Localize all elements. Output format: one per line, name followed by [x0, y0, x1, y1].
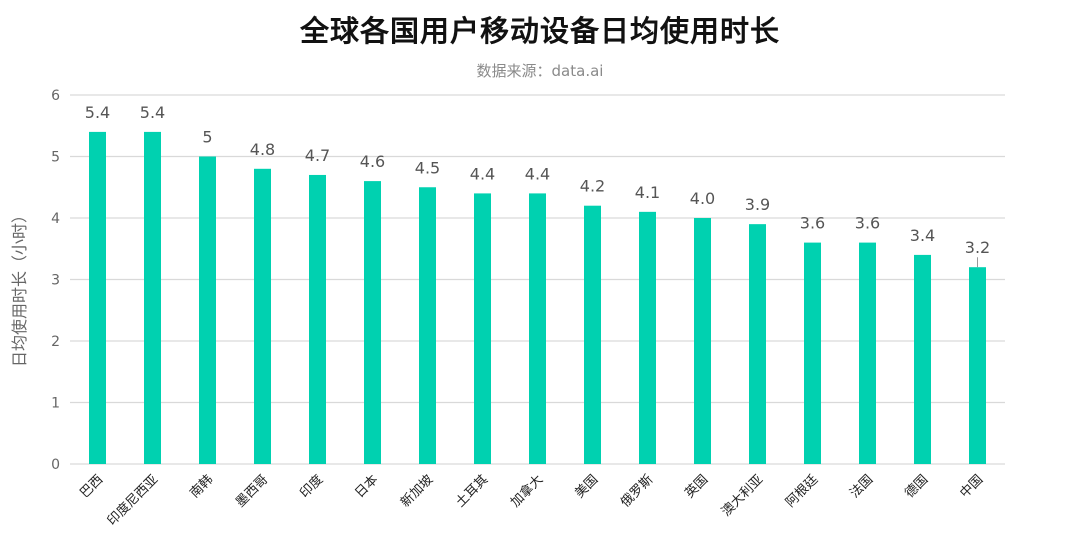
y-axis-ticks: 0 1 2 3 4 5 6: [51, 88, 60, 473]
x-category-label: 新加坡: [397, 472, 436, 511]
x-category-label: 法国: [847, 472, 876, 501]
chart-subtitle: 数据来源：data.ai: [476, 62, 604, 80]
x-category-label: 德国: [902, 472, 931, 501]
bar: [804, 242, 821, 464]
bar: [364, 181, 381, 464]
x-category-label: 加拿大: [507, 472, 546, 511]
data-label: 4.4: [525, 164, 550, 183]
x-category-label: 日本: [352, 472, 381, 501]
bar: [584, 205, 601, 464]
y-tick-label: 3: [51, 273, 60, 289]
data-label: 3.2: [965, 238, 990, 257]
bars: [89, 131, 986, 465]
x-category-label: 英国: [682, 472, 711, 501]
bar: [254, 168, 271, 465]
data-label: 3.6: [855, 214, 880, 233]
data-labels: 5.4 5.4 5 4.8 4.7 4.6 4.5 4.4 4.4 4.2 4.1 4.0 3.9 3.6…: [85, 103, 990, 268]
bar: [529, 193, 546, 464]
bar: [309, 174, 326, 464]
x-axis-categories: 巴西印度尼西亚 南韩 墨西哥 印度 日本 新加坡 土耳其 加拿大 美国 俄罗斯 英国 澳大利亚 阿根廷法…: [77, 472, 986, 529]
data-label: 4.6: [360, 152, 385, 171]
x-category-label: 土耳其: [453, 472, 491, 510]
y-tick-label: 1: [51, 396, 60, 412]
x-category-label: 印度: [297, 472, 327, 502]
data-label: 3.4: [910, 226, 935, 245]
y-tick-label: 5: [51, 150, 60, 166]
bar: [969, 267, 986, 464]
x-category-label: 美国: [572, 472, 601, 501]
data-label: 4.1: [635, 183, 660, 202]
data-label: 5: [202, 128, 212, 147]
x-category-label: 澳大利亚: [718, 472, 766, 520]
data-label: 3.9: [745, 195, 770, 214]
bar: [199, 156, 216, 464]
y-tick-label: 0: [51, 457, 60, 473]
bar: [474, 193, 491, 464]
data-label: 3.6: [800, 214, 825, 233]
bar: [749, 224, 766, 464]
x-category-label: 俄罗斯: [618, 472, 656, 510]
bar: [859, 242, 876, 464]
bar: [419, 187, 436, 464]
bar: [144, 131, 161, 464]
x-category-label: 印度尼西亚: [104, 472, 161, 529]
y-tick-label: 4: [51, 211, 60, 227]
x-category-label: 阿根廷: [783, 472, 821, 510]
bar: [914, 254, 931, 464]
x-category-label: 南韩: [187, 472, 217, 502]
data-label: 4.2: [580, 177, 605, 196]
data-label: 4.8: [250, 140, 275, 159]
bar: [694, 218, 711, 464]
bar: [639, 211, 656, 464]
y-tick-label: 2: [51, 334, 60, 350]
chart-title: 全球各国用户移动设备日均使用时长: [299, 14, 780, 48]
x-category-label: 墨西哥: [233, 472, 271, 510]
x-category-label: 中国: [957, 472, 986, 501]
data-label: 4.0: [690, 189, 715, 208]
data-label: 4.4: [470, 164, 495, 183]
data-label: 4.5: [415, 158, 440, 177]
y-tick-label: 6: [51, 88, 60, 104]
data-label: 5.4: [85, 103, 110, 122]
x-category-label: 巴西: [77, 472, 106, 501]
data-label: 4.7: [305, 146, 330, 165]
data-label: 5.4: [140, 103, 165, 122]
bar: [89, 131, 106, 464]
